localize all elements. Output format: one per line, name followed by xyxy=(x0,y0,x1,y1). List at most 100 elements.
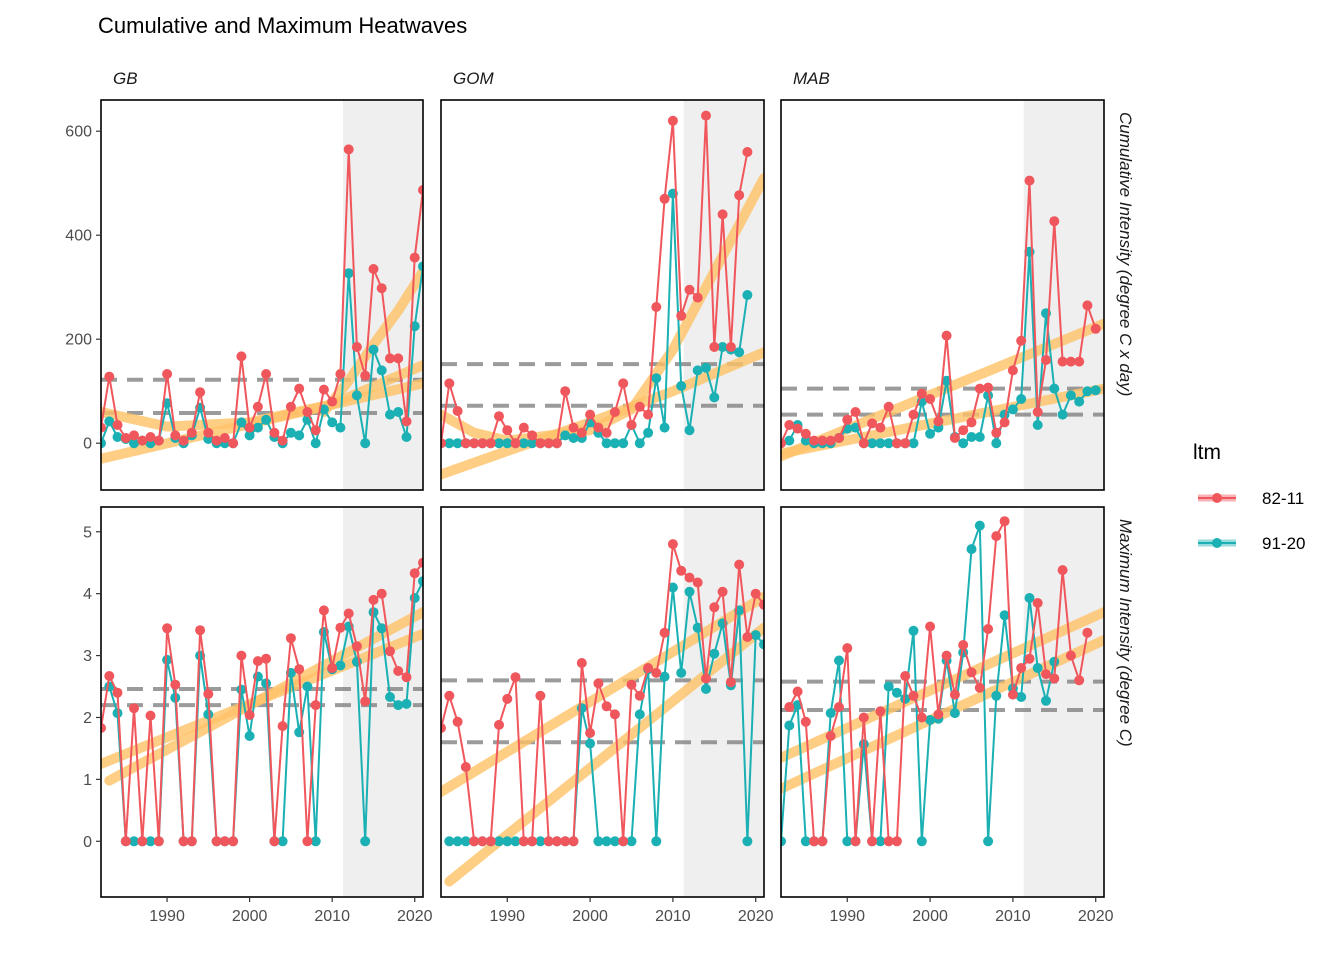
data-point-82-11 xyxy=(560,836,571,847)
data-point-91-20 xyxy=(360,836,371,847)
panel-plot-area xyxy=(441,100,764,490)
data-point-82-11 xyxy=(393,666,404,676)
data-point-91-20 xyxy=(252,422,263,433)
data-point-91-20 xyxy=(518,438,529,449)
legend-key-point xyxy=(1212,493,1222,503)
data-point-82-11 xyxy=(393,353,404,364)
data-point-91-20 xyxy=(510,836,521,847)
data-point-82-11 xyxy=(170,679,181,690)
data-point-82-11 xyxy=(186,427,197,438)
data-point-82-11 xyxy=(137,836,148,847)
data-point-82-11 xyxy=(452,716,463,727)
data-point-91-20 xyxy=(444,836,455,847)
data-point-91-20 xyxy=(145,836,156,847)
y-tick-label: 2 xyxy=(83,710,92,727)
data-point-82-11 xyxy=(112,687,123,698)
data-point-91-20 xyxy=(452,836,463,847)
data-point-91-20 xyxy=(244,430,255,441)
data-point-91-20 xyxy=(784,435,795,446)
data-point-82-11 xyxy=(916,388,927,399)
trend-line-3 xyxy=(318,266,423,417)
data-point-82-11 xyxy=(784,702,795,712)
data-point-82-11 xyxy=(502,425,513,436)
data-point-91-20 xyxy=(651,836,662,847)
data-point-91-20 xyxy=(502,438,513,449)
data-point-82-11 xyxy=(145,432,156,442)
legend-label: 91-20 xyxy=(1262,534,1305,553)
data-point-82-11 xyxy=(409,252,420,263)
y-tick-label: 4 xyxy=(83,586,92,603)
data-point-82-11 xyxy=(211,836,222,847)
data-point-91-20 xyxy=(310,836,321,847)
data-point-82-11 xyxy=(510,672,521,683)
data-point-91-20 xyxy=(444,438,455,449)
data-point-82-11 xyxy=(676,310,687,321)
data-point-82-11 xyxy=(211,435,222,446)
data-point-82-11 xyxy=(585,728,596,738)
data-point-91-20 xyxy=(634,438,645,449)
data-point-91-20 xyxy=(494,438,504,449)
data-point-82-11 xyxy=(1090,323,1101,334)
data-point-91-20 xyxy=(742,290,753,300)
data-point-91-20 xyxy=(717,342,728,352)
panel-border xyxy=(100,99,424,491)
data-point-82-11 xyxy=(335,369,346,379)
data-point-91-20 xyxy=(203,709,214,720)
data-point-91-20 xyxy=(1049,383,1060,394)
data-point-82-11 xyxy=(460,762,471,772)
data-point-91-20 xyxy=(734,347,745,358)
data-point-82-11 xyxy=(376,283,387,294)
data-point-91-20 xyxy=(593,836,604,847)
data-point-91-20 xyxy=(376,365,387,376)
data-point-91-20 xyxy=(310,438,321,449)
data-point-82-11 xyxy=(867,418,878,429)
panel-mab-cumulative: MAB xyxy=(780,69,1105,491)
data-point-82-11 xyxy=(310,700,321,711)
data-point-91-20 xyxy=(966,432,977,442)
data-point-82-11 xyxy=(891,438,902,449)
data-point-82-11 xyxy=(958,640,969,650)
data-point-91-20 xyxy=(585,738,596,749)
data-point-82-11 xyxy=(634,401,645,412)
data-point-82-11 xyxy=(327,663,338,673)
data-point-82-11 xyxy=(883,836,894,847)
y-tick-label: 3 xyxy=(83,648,92,665)
data-point-91-20 xyxy=(101,438,106,449)
data-point-82-11 xyxy=(441,438,446,449)
data-point-91-20 xyxy=(343,268,354,279)
data-point-82-11 xyxy=(343,144,354,155)
data-point-82-11 xyxy=(145,710,156,721)
data-point-82-11 xyxy=(850,407,861,417)
data-point-91-20 xyxy=(875,438,886,449)
data-point-82-11 xyxy=(101,422,106,433)
data-point-82-11 xyxy=(842,414,853,425)
panel-plot-area xyxy=(101,507,423,897)
data-point-82-11 xyxy=(593,422,604,433)
data-point-82-11 xyxy=(709,342,720,352)
data-point-82-11 xyxy=(858,438,869,449)
legend-item-82-11: 82-11 xyxy=(1198,489,1304,508)
data-point-82-11 xyxy=(651,667,662,678)
data-point-82-11 xyxy=(444,690,455,701)
data-point-82-11 xyxy=(900,671,911,681)
data-point-91-20 xyxy=(244,731,255,741)
data-point-91-20 xyxy=(709,648,720,659)
data-point-82-11 xyxy=(742,147,753,157)
data-point-82-11 xyxy=(949,433,960,443)
data-point-91-20 xyxy=(568,433,579,443)
data-point-82-11 xyxy=(302,836,313,847)
data-point-82-11 xyxy=(360,370,371,381)
data-point-82-11 xyxy=(112,420,123,430)
data-point-91-20 xyxy=(759,639,764,650)
x-tick-label: 1990 xyxy=(489,908,525,925)
data-point-82-11 xyxy=(684,572,695,583)
data-point-82-11 xyxy=(925,394,936,404)
data-point-82-11 xyxy=(626,420,637,430)
data-point-91-20 xyxy=(261,678,272,689)
data-point-91-20 xyxy=(393,700,404,711)
chart-title: Cumulative and Maximum Heatwaves xyxy=(98,13,467,38)
data-point-82-11 xyxy=(543,438,554,449)
data-point-82-11 xyxy=(900,438,911,449)
data-point-82-11 xyxy=(335,622,346,633)
data-point-91-20 xyxy=(643,427,654,438)
